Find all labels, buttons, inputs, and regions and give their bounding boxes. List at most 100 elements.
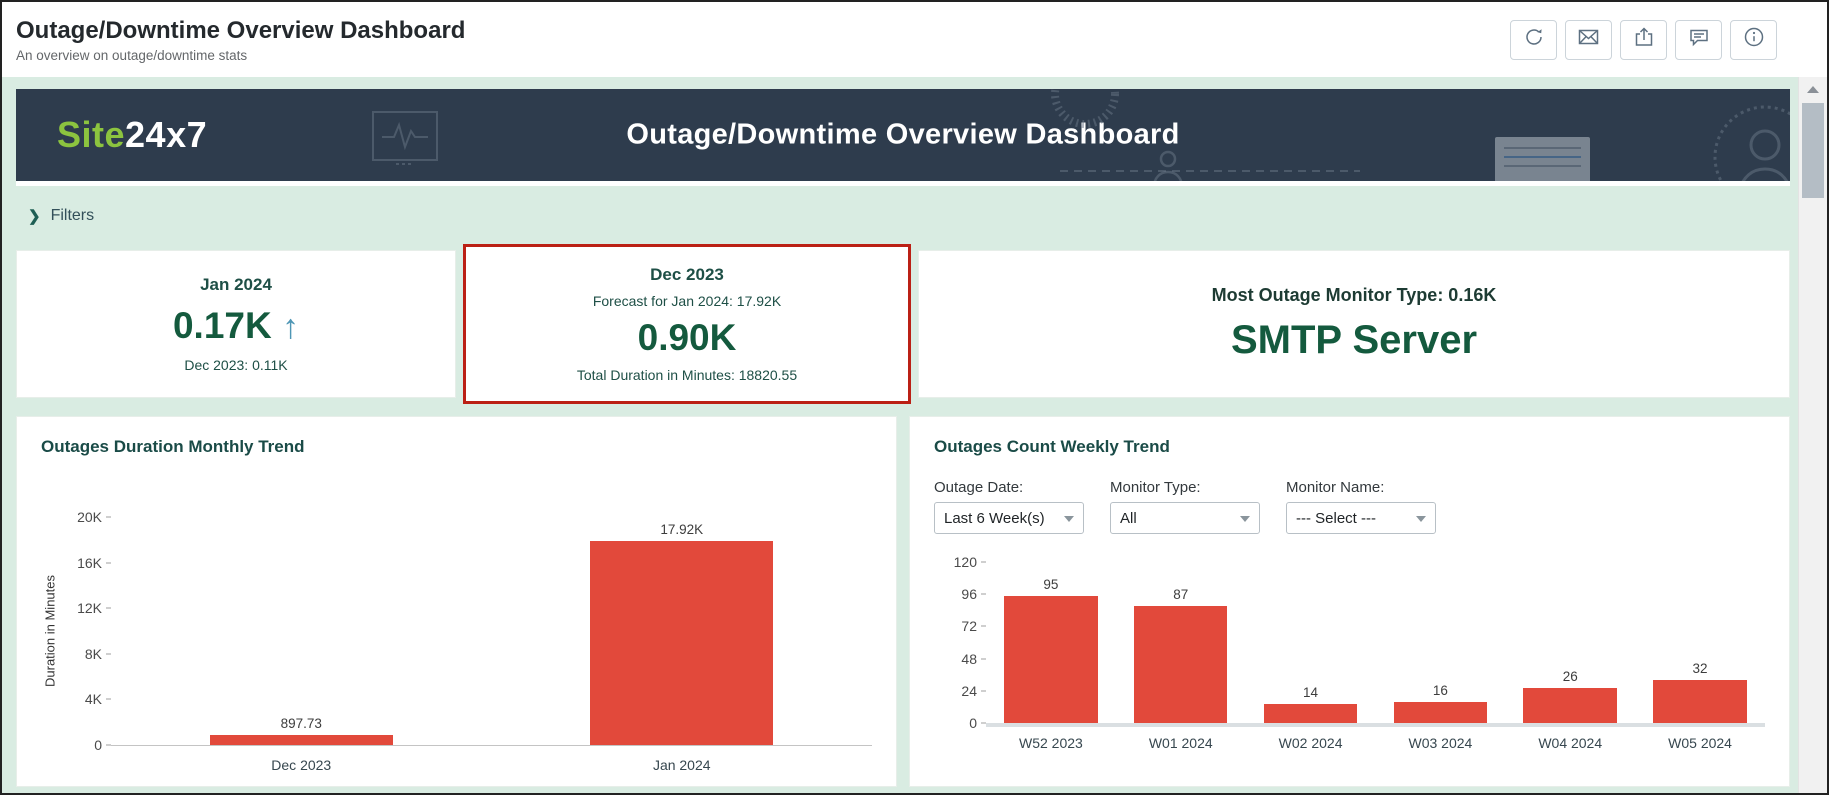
kpi-value: SMTP Server [1230,318,1478,362]
x-axis-category-label: W03 2024 [1408,735,1473,751]
y-tick-label: 96 [961,586,986,602]
y-tick-label: 24 [961,683,986,699]
pulse-monitor-icon [372,111,438,172]
comment-icon [1688,26,1710,53]
kpi-footer: Total Duration in Minutes: 18820.55 [576,367,798,383]
y-tick-label: 72 [961,618,986,634]
x-axis-category-label: W52 2023 [1019,735,1083,751]
monitor-name-label: Monitor Name: [1286,479,1385,496]
page-title: Outage/Downtime Overview Dashboard [16,16,466,44]
header-actions [1510,19,1777,60]
bar-W05 2024[interactable]: 32 W05 2024 [1635,562,1765,751]
bar-Dec 2023[interactable]: 897.73 Dec 2023 [111,517,492,773]
chevron-right-icon[interactable]: ❯ [28,208,41,225]
panel-outages-count-weekly-trend: Outages Count Weekly Trend Outage Date: … [909,416,1790,787]
dashboard-content: Site24x7 Outage/Downtime Overview Dashbo… [2,77,1798,793]
bar[interactable] [1134,606,1228,723]
bar-plot: 95 W52 2023 87 W01 2024 14 W02 2024 16 W03 2024… [986,562,1765,751]
monitor-name-select[interactable]: --- Select --- [1286,502,1436,534]
x-axis-category-label: Jan 2024 [652,757,711,773]
kpi-forecast: Forecast for Jan 2024: 17.92K [592,293,782,309]
panel-outages-duration-monthly-trend: Outages Duration Monthly Trend Duration … [16,416,897,787]
kpi-title: Dec 2023 [650,265,724,284]
kpi-row: Jan 2024 0.17K ↑ Dec 2023: 0.11K Dec 202… [16,244,1790,404]
kpi-value: 0.90K [637,317,737,358]
bar-W03 2024[interactable]: 16 W03 2024 [1375,562,1505,751]
chart-filter-bar: Outage Date: Last 6 Week(s) Monitor Type… [934,479,1765,534]
bar-value-label: 17.92K [660,521,704,537]
chart-title: Outages Duration Monthly Trend [41,437,305,456]
y-tick-label: 48 [961,651,986,667]
bar-value-label: 87 [1173,587,1189,603]
y-axis: 20K 16K 12K 8K 4K 0 [59,509,111,753]
bar-value-label: 16 [1432,682,1448,698]
y-tick-label: 20K [77,509,111,525]
filters-bar[interactable]: ❯ Filters [16,196,1790,236]
bar-value-label: 14 [1303,685,1319,701]
bar-W52 2023[interactable]: 95 W52 2023 [986,562,1116,751]
x-axis-category-label: W01 2024 [1148,735,1213,751]
dashboard-banner: Site24x7 Outage/Downtime Overview Dashbo… [16,89,1790,186]
scrollbar-thumb[interactable] [1802,103,1824,198]
chevron-down-icon [1416,516,1426,522]
kpi-title: Jan 2024 [200,275,272,294]
banner-decoration-dashes [1060,161,1360,181]
y-tick-label: 120 [954,554,986,570]
bar[interactable] [209,734,393,745]
banner-decoration-avatar [1705,97,1790,181]
outage-date-select[interactable]: Last 6 Week(s) [934,502,1084,534]
x-axis-category-label: W05 2024 [1668,735,1732,751]
x-axis-category-label: Dec 2023 [271,757,332,773]
banner-title: Outage/Downtime Overview Dashboard [626,118,1180,151]
bar[interactable] [1523,688,1617,723]
x-axis-category-label: W02 2024 [1278,735,1343,751]
bar[interactable] [1004,595,1098,723]
charts-row: Outages Duration Monthly Trend Duration … [16,416,1790,787]
app-header: Outage/Downtime Overview Dashboard An ov… [2,2,1827,77]
x-axis-category-label: W04 2024 [1538,735,1603,751]
bar-plot: 897.73 Dec 2023 17.92K Jan 2024 [111,517,873,773]
kpi-footer: Dec 2023: 0.11K [184,357,288,373]
info-icon [1743,26,1765,53]
bar[interactable] [590,540,774,745]
bar-W01 2024[interactable]: 87 W01 2024 [1116,562,1246,751]
y-tick-label: 4K [85,691,111,707]
scroll-up-icon[interactable] [1799,77,1827,101]
kpi-card-most-outage-monitor-type[interactable]: Most Outage Monitor Type: 0.16K SMTP Ser… [918,250,1790,398]
bar-W04 2024[interactable]: 26 W04 2024 [1505,562,1635,751]
monitor-type-select[interactable]: All [1110,502,1260,534]
y-tick-label: 8K [85,646,111,662]
bar[interactable] [1263,704,1358,723]
site24x7-logo: Site24x7 [57,114,208,155]
bar-value-label: 26 [1562,669,1578,685]
bar[interactable] [1393,701,1488,723]
kpi-card-dec-2023-highlighted[interactable]: Dec 2023 Forecast for Jan 2024: 17.92K 0… [463,244,911,404]
outage-date-label: Outage Date: [934,479,1024,496]
kpi-value: 0.17K ↑ [172,305,299,346]
export-button[interactable] [1620,19,1667,60]
trend-up-icon: ↑ [282,308,299,346]
comment-button[interactable] [1675,19,1722,60]
bar[interactable] [1653,680,1747,723]
y-tick-label: 16K [77,555,111,571]
y-tick-label: 0 [969,715,986,731]
bar-W02 2024[interactable]: 14 W02 2024 [1246,562,1376,751]
email-button[interactable] [1565,19,1612,60]
chevron-down-icon [1064,516,1074,522]
monitor-type-label: Monitor Type: [1110,479,1201,496]
banner-decoration-person [1146,149,1190,181]
page-subtitle: An overview on outage/downtime stats [16,47,248,63]
kpi-card-jan-2024[interactable]: Jan 2024 0.17K ↑ Dec 2023: 0.11K [16,250,456,398]
filters-label: Filters [50,207,95,224]
refresh-icon [1523,26,1545,53]
y-tick-label: 0 [94,737,111,753]
export-icon [1633,26,1655,53]
y-axis: 120 96 72 48 24 0 [934,554,986,731]
vertical-scrollbar[interactable] [1798,77,1827,793]
refresh-button[interactable] [1510,19,1557,60]
info-button[interactable] [1730,19,1777,60]
y-tick-label: 12K [77,600,111,616]
bar-Jan 2024[interactable]: 17.92K Jan 2024 [492,517,873,773]
chevron-down-icon [1240,516,1250,522]
